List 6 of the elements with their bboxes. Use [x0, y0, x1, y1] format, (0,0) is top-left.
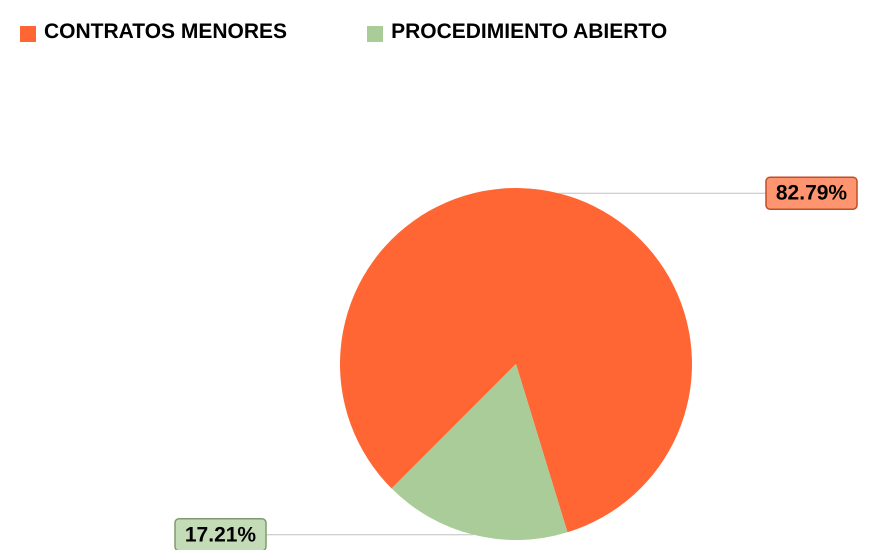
pie-slice: [392, 364, 568, 540]
data-label: 82.79%: [776, 182, 848, 205]
pie-slice: [340, 188, 692, 532]
legend-label: PROCEDIMIENTO ABIERTO: [391, 20, 668, 43]
legend-label: CONTRATOS MENORES: [44, 20, 288, 43]
data-label: 17.21%: [184, 523, 256, 546]
